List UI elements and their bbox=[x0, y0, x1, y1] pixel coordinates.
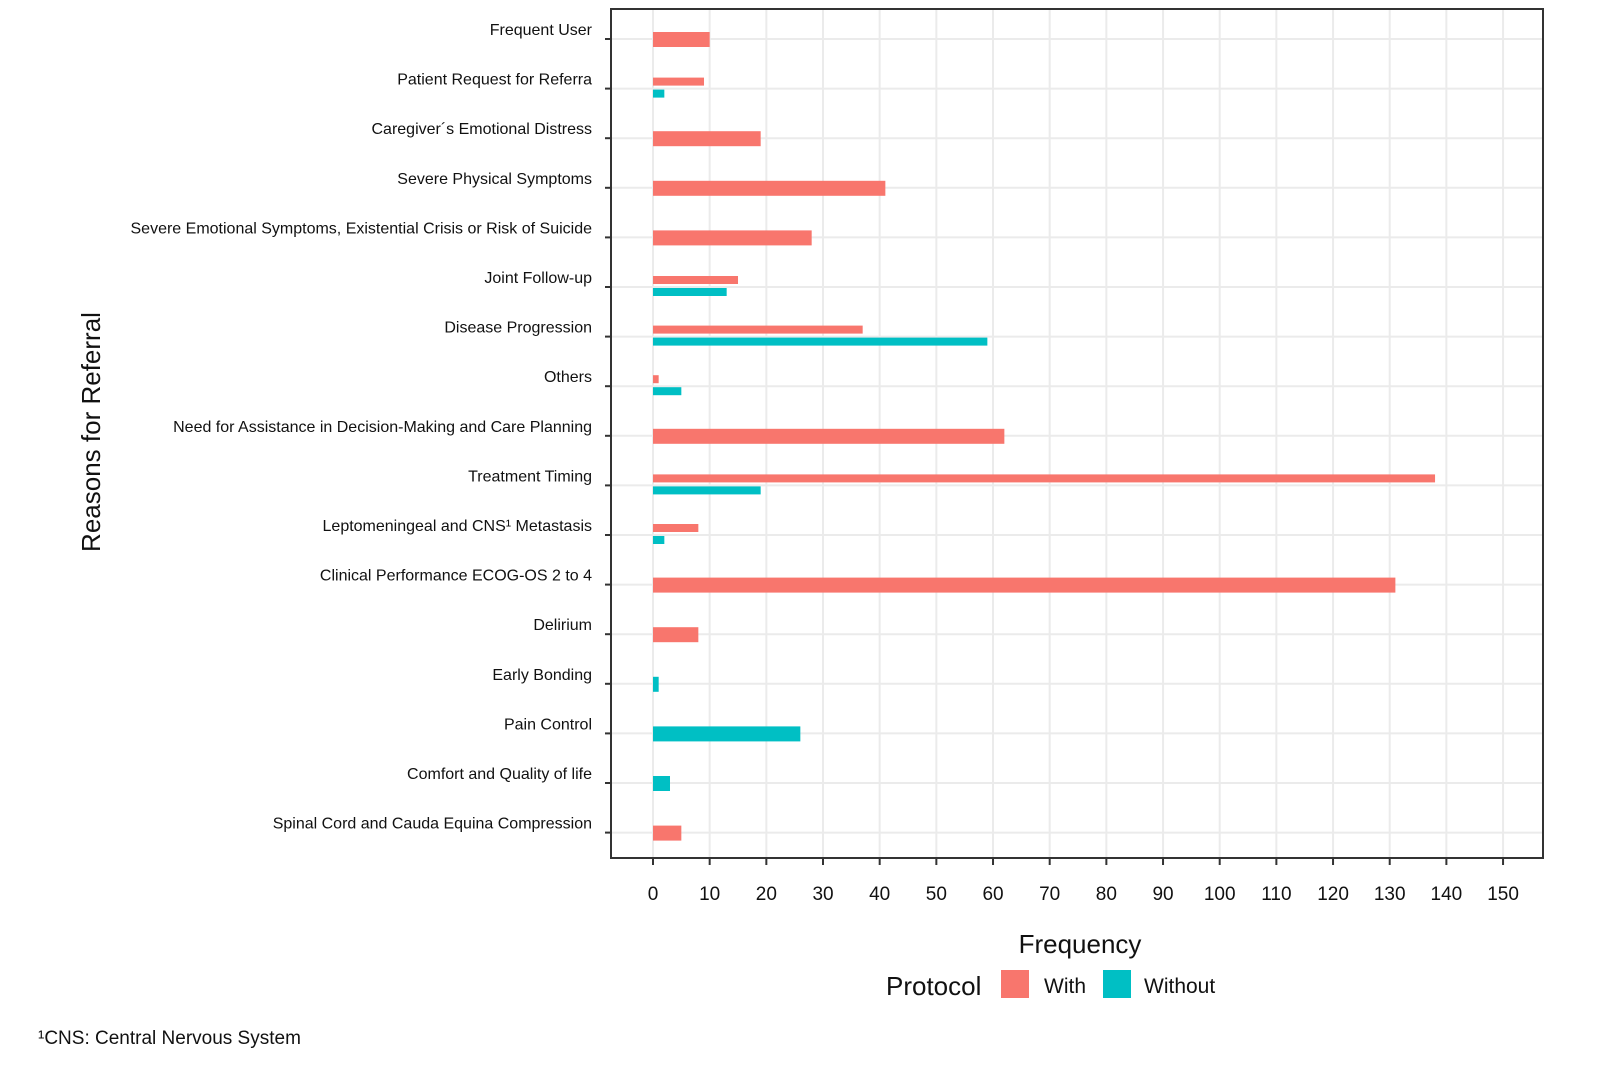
bar-without-pain-control bbox=[653, 726, 801, 742]
x-tick-label: 70 bbox=[1039, 884, 1060, 905]
bar-without-joint-follow-up bbox=[653, 288, 727, 296]
bar-with-need-for-assistance-in-decision-making-and-care-planning bbox=[653, 428, 1005, 444]
x-tick-label: 60 bbox=[982, 884, 1003, 905]
y-axis: Frequent User Patient Request for Referra… bbox=[131, 22, 611, 834]
bar-with-treatment-timing bbox=[653, 474, 1436, 483]
x-tick-label: 50 bbox=[926, 884, 947, 905]
y-tick-label: Disease Progression bbox=[444, 320, 592, 337]
y-tick-label: Severe Physical Symptoms bbox=[397, 171, 592, 188]
bar-with-severe-emotional-symptoms-existential-crisis-or-risk-of-suicide bbox=[653, 230, 812, 246]
bar-with-others bbox=[653, 375, 659, 384]
bars bbox=[653, 32, 1436, 841]
y-tick-label: Clinical Performance ECOG-OS 2 to 4 bbox=[320, 568, 592, 585]
y-tick-label: Leptomeningeal and CNS¹ Metastasis bbox=[323, 518, 592, 535]
y-tick-label: Caregiver´s Emotional Distress bbox=[371, 121, 592, 138]
y-tick-label: Spinal Cord and Cauda Equina Compression bbox=[273, 816, 592, 833]
y-tick-label: Others bbox=[544, 369, 592, 386]
y-axis-title: Reasons for Referral bbox=[76, 312, 106, 552]
y-tick-label: Patient Request for Referra bbox=[397, 72, 592, 89]
x-tick-label: 10 bbox=[699, 884, 720, 905]
x-tick-label: 90 bbox=[1152, 884, 1173, 905]
x-tick-label: 20 bbox=[756, 884, 777, 905]
x-tick-label: 120 bbox=[1317, 884, 1349, 905]
x-tick-label: 0 bbox=[648, 884, 659, 905]
x-tick-label: 150 bbox=[1487, 884, 1519, 905]
y-tick-label: Treatment Timing bbox=[468, 468, 592, 485]
x-tick-label: 100 bbox=[1204, 884, 1236, 905]
legend-title: Protocol bbox=[886, 971, 981, 1001]
bar-with-severe-physical-symptoms bbox=[653, 180, 886, 196]
bar-with-spinal-cord-and-cauda-equina-compression bbox=[653, 825, 682, 841]
bar-with-caregiver-s-emotional-distress bbox=[653, 131, 761, 147]
bar-with-frequent-user bbox=[653, 32, 710, 47]
bar-without-treatment-timing bbox=[653, 486, 761, 495]
plot-panel-border bbox=[610, 8, 1544, 859]
legend-label-with: With bbox=[1044, 975, 1086, 998]
footnote: ¹CNS: Central Nervous System bbox=[38, 1028, 301, 1049]
x-tick-label: 130 bbox=[1374, 884, 1406, 905]
grid-lines bbox=[611, 9, 1543, 858]
bar-with-patient-request-for-referra bbox=[653, 77, 705, 86]
bar-without-leptomeningeal-and-cns-metastasis bbox=[653, 536, 665, 544]
x-tick-label: 140 bbox=[1431, 884, 1463, 905]
x-tick-label: 80 bbox=[1096, 884, 1117, 905]
bar-without-early-bonding bbox=[653, 676, 659, 692]
bar-without-comfort-and-quality-of-life bbox=[653, 776, 671, 791]
x-tick-label: 110 bbox=[1261, 884, 1291, 905]
y-tick-label: Need for Assistance in Decision-Making a… bbox=[173, 419, 592, 436]
y-tick-label: Comfort and Quality of life bbox=[407, 766, 592, 783]
bar-without-disease-progression bbox=[653, 337, 988, 346]
legend: Protocol With Without bbox=[886, 970, 1215, 1001]
bar-with-joint-follow-up bbox=[653, 276, 739, 284]
bar-without-patient-request-for-referra bbox=[653, 89, 665, 98]
x-tick-label: 40 bbox=[869, 884, 890, 905]
bar-with-delirium bbox=[653, 627, 699, 643]
legend-label-without: Without bbox=[1144, 975, 1215, 998]
y-tick-label: Pain Control bbox=[504, 716, 592, 733]
bar-with-clinical-performance-ecog-os-2-to-4 bbox=[653, 577, 1396, 593]
y-tick-label: Severe Emotional Symptoms, Existential C… bbox=[131, 220, 593, 237]
y-tick-label: Joint Follow-up bbox=[484, 270, 592, 287]
x-axis-title: Frequency bbox=[1019, 929, 1142, 959]
legend-swatch-without bbox=[1103, 970, 1131, 998]
bar-without-others bbox=[653, 387, 682, 396]
bar-with-leptomeningeal-and-cns-metastasis bbox=[653, 524, 699, 532]
y-tick-label: Frequent User bbox=[490, 22, 593, 39]
y-tick-label: Early Bonding bbox=[492, 667, 592, 684]
bar-with-disease-progression bbox=[653, 325, 863, 334]
x-axis: 0 10 20 30 40 50 60 70 80 90 100 110 120 130 140 150 bbox=[648, 858, 1519, 905]
legend-swatch-with bbox=[1001, 970, 1029, 998]
y-tick-label: Delirium bbox=[533, 617, 592, 634]
x-tick-label: 30 bbox=[812, 884, 833, 905]
